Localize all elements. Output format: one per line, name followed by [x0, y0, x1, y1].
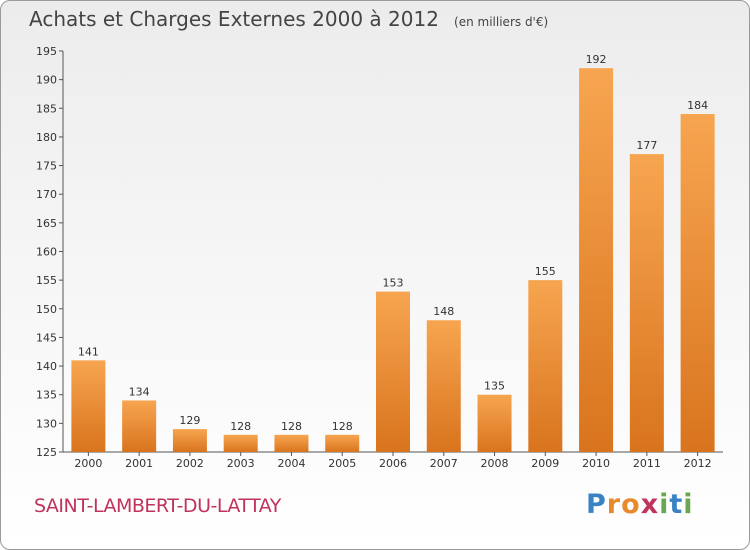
y-tick-label: 185	[36, 102, 57, 115]
axes: 125 130 135 140 145 150 155 160 165 170 175 180 185 1…	[36, 45, 723, 470]
y-tick-label: 135	[36, 389, 57, 402]
bar-value-label: 134	[129, 385, 150, 398]
bar	[579, 68, 614, 452]
bar-value-label: 177	[636, 139, 657, 152]
x-tick-label: 2002	[176, 457, 204, 470]
x-tick-label: 2004	[277, 457, 305, 470]
y-tick-label: 155	[36, 274, 57, 287]
logo-letter: i	[659, 489, 670, 520]
x-tick-label: 2007	[430, 457, 458, 470]
bar	[426, 320, 461, 452]
commune-name: SAINT-LAMBERT-DU-LATTAY	[34, 495, 281, 517]
bar	[376, 291, 410, 452]
bar-value-label: 128	[281, 420, 302, 433]
value-labels: 141 134 129 128 128 128 153 148 135 155 192 177 184	[78, 53, 708, 433]
x-tick-label: 2005	[328, 457, 356, 470]
bar-value-label: 129	[179, 414, 200, 427]
x-tick-label: 2008	[481, 457, 509, 470]
x-tick-label: 2010	[582, 457, 610, 470]
logo-letter: r	[606, 489, 622, 520]
y-tick-label: 190	[36, 74, 57, 87]
bar	[172, 429, 207, 452]
y-tick-label: 160	[36, 246, 57, 259]
bar-value-label: 141	[78, 345, 99, 358]
bar-value-label: 128	[230, 420, 251, 433]
y-tick-label: 140	[36, 360, 57, 373]
bar-value-label: 153	[383, 277, 404, 290]
bar-value-label: 135	[484, 380, 505, 393]
bars	[71, 68, 715, 452]
title-row: Achats et Charges Externes 2000 à 2012 (…	[29, 7, 548, 31]
x-tick-label: 2012	[684, 457, 712, 470]
logo-letter: t	[669, 489, 684, 520]
x-tick-label: 2000	[74, 457, 102, 470]
bar	[629, 154, 664, 452]
logo-letter: x	[640, 489, 660, 520]
bar	[71, 360, 106, 452]
y-tick-label: 125	[36, 446, 57, 459]
logo-letter: P	[586, 489, 607, 520]
x-tick-label: 2009	[531, 457, 559, 470]
y-tick-label: 130	[36, 417, 57, 430]
bar	[680, 114, 715, 452]
bar	[477, 394, 512, 452]
bar	[325, 434, 360, 452]
bar-value-label: 155	[535, 265, 556, 278]
x-tick-label: 2001	[125, 457, 153, 470]
y-tick-label: 195	[36, 45, 57, 58]
y-tick-label: 145	[36, 331, 57, 344]
logo-letter: o	[621, 489, 641, 520]
bar-value-label: 184	[687, 99, 708, 112]
bar	[274, 434, 309, 452]
chart-unit: (en milliers d'€)	[454, 15, 549, 29]
bar	[122, 400, 157, 452]
bar	[528, 280, 563, 452]
x-tick-label: 2011	[633, 457, 661, 470]
bar-value-label: 148	[433, 305, 454, 318]
proxiti-logo: Proxiti	[586, 489, 694, 520]
x-tick-label: 2003	[227, 457, 255, 470]
chart-title: Achats et Charges Externes 2000 à 2012	[29, 7, 439, 31]
y-tick-label: 150	[36, 303, 57, 316]
bar-value-label: 128	[332, 420, 353, 433]
bar	[223, 434, 258, 452]
y-tick-label: 175	[36, 160, 57, 173]
logo-letter: i	[683, 489, 694, 520]
y-tick-label: 180	[36, 131, 57, 144]
y-tick-label: 170	[36, 188, 57, 201]
y-tick-label: 165	[36, 217, 57, 230]
bar-value-label: 192	[586, 53, 607, 66]
x-tick-label: 2006	[379, 457, 407, 470]
